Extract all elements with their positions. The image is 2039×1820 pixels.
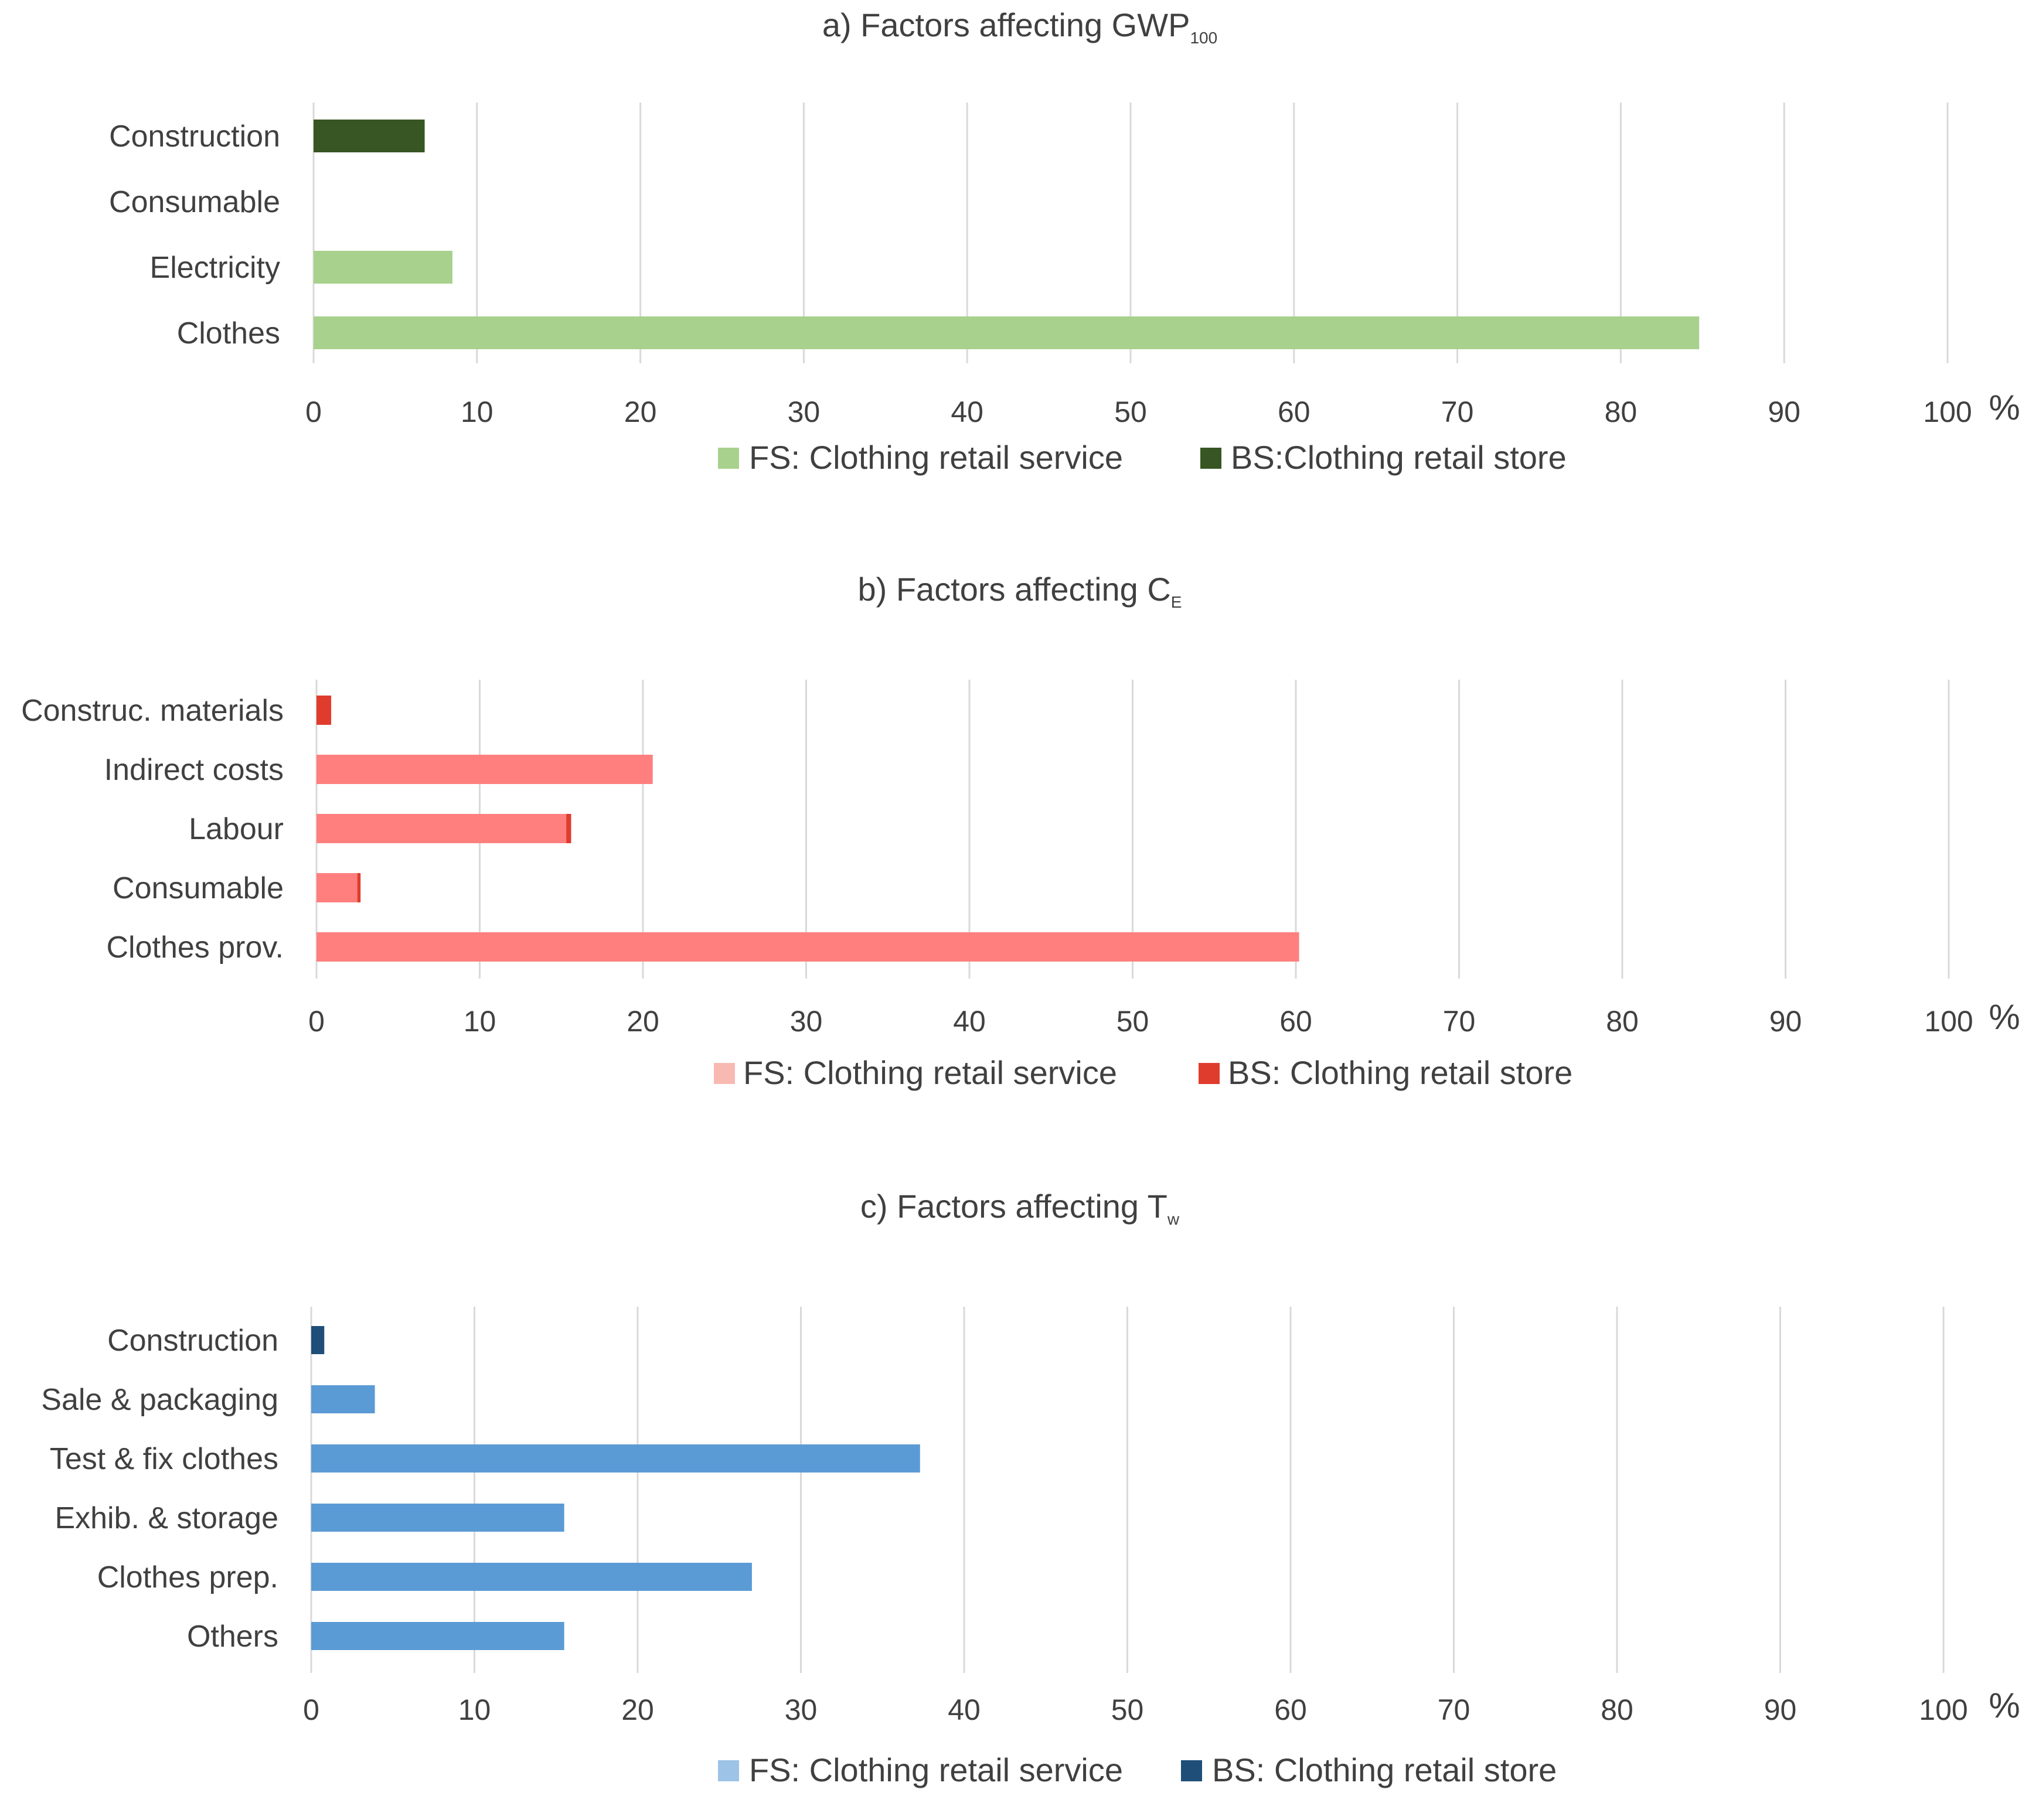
y-category-label: Construc. materials <box>21 694 284 728</box>
legend-swatch-bs <box>1199 1063 1220 1084</box>
x-tick-label: 100 <box>1919 1693 1967 1726</box>
bar-bs <box>357 873 361 902</box>
legend-label-fs: FS: Clothing retail service <box>749 439 1123 476</box>
x-tick-label: 100 <box>1923 396 1972 428</box>
chart-title-subscript: E <box>1171 593 1182 611</box>
x-tick-label: 70 <box>1443 1005 1476 1038</box>
x-tick-label: 70 <box>1441 396 1474 428</box>
y-category-label: Consumable <box>113 871 284 905</box>
y-category-label: Exhib. & storage <box>55 1501 278 1535</box>
bar-bs <box>311 1326 325 1354</box>
legend-label-bs: BS: Clothing retail store <box>1212 1751 1557 1788</box>
x-unit-label: % <box>1989 997 2020 1037</box>
chart-title: c) Factors affecting Tw <box>860 1188 1180 1228</box>
x-tick-label: 0 <box>305 396 322 428</box>
chart-panel-2: b) Factors affecting CE 0 10 20 30 40 50 60 70 80… <box>21 571 2020 1091</box>
x-tick-label: 10 <box>461 396 493 428</box>
x-tick-label: 50 <box>1111 1693 1144 1726</box>
y-category-label: Indirect costs <box>104 753 284 787</box>
x-tick-label: 30 <box>790 1005 823 1038</box>
legend-swatch-bs <box>1200 448 1221 469</box>
x-tick-label: 60 <box>1279 1005 1312 1038</box>
x-tick-label: 90 <box>1769 1005 1802 1038</box>
chart-title: a) Factors affecting GWP100 <box>822 6 1217 47</box>
legend-swatch-fs <box>714 1063 735 1084</box>
bar-fs <box>316 814 567 843</box>
x-tick-label: 0 <box>308 1005 325 1038</box>
bar-fs <box>311 1504 564 1532</box>
bar-bs <box>566 814 571 843</box>
bar-fs <box>311 1622 564 1650</box>
legend-label-fs: FS: Clothing retail service <box>749 1751 1123 1788</box>
y-category-label: Test & fix clothes <box>50 1442 278 1476</box>
x-tick-label: 50 <box>1116 1005 1149 1038</box>
legend-label-bs: BS: Clothing retail store <box>1228 1054 1572 1091</box>
y-category-label: Clothes prov. <box>106 931 284 964</box>
y-category-label: Others <box>187 1620 278 1654</box>
bar-fs <box>311 1563 752 1591</box>
x-tick-label: 10 <box>464 1005 496 1038</box>
bar-fs <box>316 873 358 902</box>
x-tick-label: 90 <box>1768 396 1800 428</box>
x-tick-label: 40 <box>948 1693 981 1726</box>
bar-bs <box>314 120 425 152</box>
legend-swatch-fs <box>718 448 739 469</box>
x-tick-label: 80 <box>1606 1005 1639 1038</box>
x-tick-label: 60 <box>1278 396 1310 428</box>
chart-title: b) Factors affecting CE <box>858 571 1182 611</box>
y-category-label: Construction <box>109 120 280 154</box>
x-tick-label: 80 <box>1601 1693 1633 1726</box>
y-category-label: Consumable <box>109 185 280 219</box>
bar-fs <box>311 1444 920 1473</box>
chart-panel-3: c) Factors affecting Tw 0 10 20 30 40 50 60 70 80… <box>41 1188 2020 1788</box>
x-unit-label: % <box>1989 1686 2020 1725</box>
x-tick-label: 20 <box>621 1693 654 1726</box>
legend-swatch-bs <box>1181 1760 1202 1781</box>
bar-fs <box>316 932 1299 962</box>
x-tick-label: 80 <box>1605 396 1638 428</box>
x-tick-label: 40 <box>951 396 983 428</box>
y-category-label: Clothes prep. <box>97 1560 278 1594</box>
chart-title-subscript: 100 <box>1190 29 1217 47</box>
chart-title-text: a) Factors affecting GWP <box>822 6 1190 43</box>
chart-title-subscript: w <box>1167 1210 1180 1228</box>
x-tick-label: 60 <box>1274 1693 1307 1726</box>
y-category-label: Sale & packaging <box>41 1383 278 1417</box>
x-tick-label: 70 <box>1438 1693 1470 1726</box>
x-tick-label: 20 <box>624 396 657 428</box>
x-tick-label: 0 <box>303 1693 319 1726</box>
legend-label-fs: FS: Clothing retail service <box>743 1054 1117 1091</box>
x-tick-label: 30 <box>788 396 821 428</box>
bar-bs <box>316 696 332 725</box>
bar-fs <box>316 755 653 784</box>
x-tick-label: 20 <box>627 1005 659 1038</box>
y-category-label: Labour <box>189 812 284 846</box>
y-category-label: Construction <box>107 1324 278 1358</box>
x-tick-label: 40 <box>953 1005 986 1038</box>
y-category-label: Clothes <box>177 316 280 350</box>
x-tick-label: 100 <box>1924 1005 1973 1038</box>
x-tick-label: 10 <box>458 1693 491 1726</box>
bar-fs <box>314 251 452 284</box>
x-unit-label: % <box>1989 388 2020 427</box>
chart-title-text: c) Factors affecting T <box>860 1188 1167 1225</box>
x-tick-label: 90 <box>1764 1693 1797 1726</box>
y-category-label: Electricity <box>150 251 280 285</box>
bar-fs <box>311 1385 375 1413</box>
chart-title-text: b) Factors affecting C <box>858 571 1171 608</box>
x-tick-label: 50 <box>1114 396 1147 428</box>
legend-label-bs: BS:Clothing retail store <box>1231 439 1567 476</box>
legend-swatch-fs <box>718 1760 739 1781</box>
bar-fs <box>314 316 1700 349</box>
x-tick-label: 30 <box>785 1693 818 1726</box>
